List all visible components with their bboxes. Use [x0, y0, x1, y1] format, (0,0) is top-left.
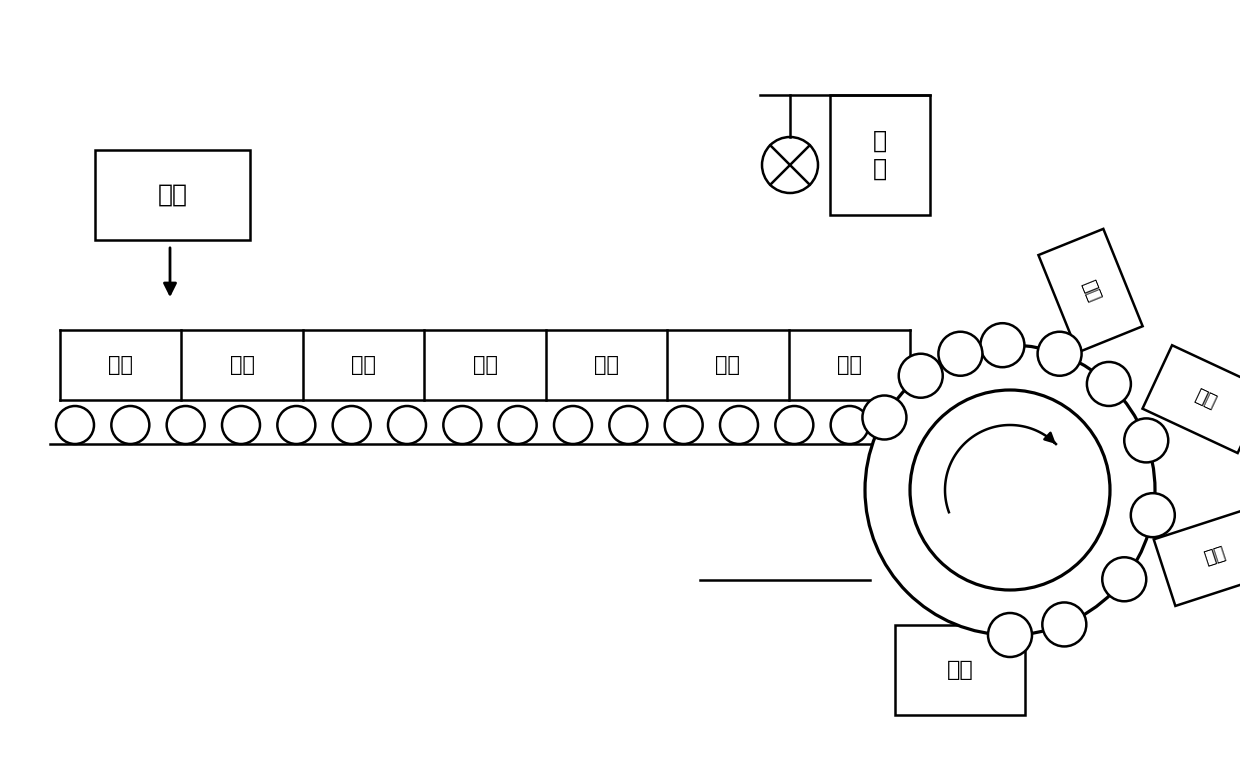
- Text: 台车: 台车: [715, 355, 740, 375]
- Text: 进料: 进料: [157, 183, 187, 207]
- Polygon shape: [1038, 229, 1142, 353]
- Polygon shape: [830, 95, 930, 215]
- Circle shape: [863, 395, 906, 439]
- Circle shape: [1131, 493, 1174, 537]
- Text: 台车: 台车: [108, 355, 133, 375]
- Circle shape: [939, 332, 982, 375]
- Polygon shape: [1142, 345, 1240, 453]
- Text: 台车: 台车: [594, 355, 619, 375]
- Circle shape: [910, 390, 1110, 590]
- Polygon shape: [1153, 507, 1240, 606]
- Text: 台车: 台车: [837, 355, 862, 375]
- Text: 台车: 台车: [1078, 277, 1102, 304]
- Circle shape: [1125, 419, 1168, 462]
- Circle shape: [1102, 557, 1146, 601]
- Circle shape: [899, 353, 942, 397]
- Text: 台拆: 台拆: [1202, 545, 1228, 568]
- Text: 台车: 台车: [229, 355, 254, 375]
- Text: 台车: 台车: [472, 355, 497, 375]
- Circle shape: [988, 613, 1032, 657]
- Circle shape: [866, 345, 1154, 635]
- Text: 相
机: 相 机: [873, 129, 887, 181]
- Text: 台车: 台车: [351, 355, 376, 375]
- Circle shape: [1043, 603, 1086, 647]
- Circle shape: [1087, 362, 1131, 406]
- Text: 支号: 支号: [946, 660, 973, 680]
- Polygon shape: [895, 625, 1025, 715]
- Circle shape: [1038, 332, 1081, 375]
- Polygon shape: [95, 150, 250, 240]
- Text: 台拼: 台拼: [1192, 386, 1219, 412]
- Circle shape: [981, 323, 1024, 367]
